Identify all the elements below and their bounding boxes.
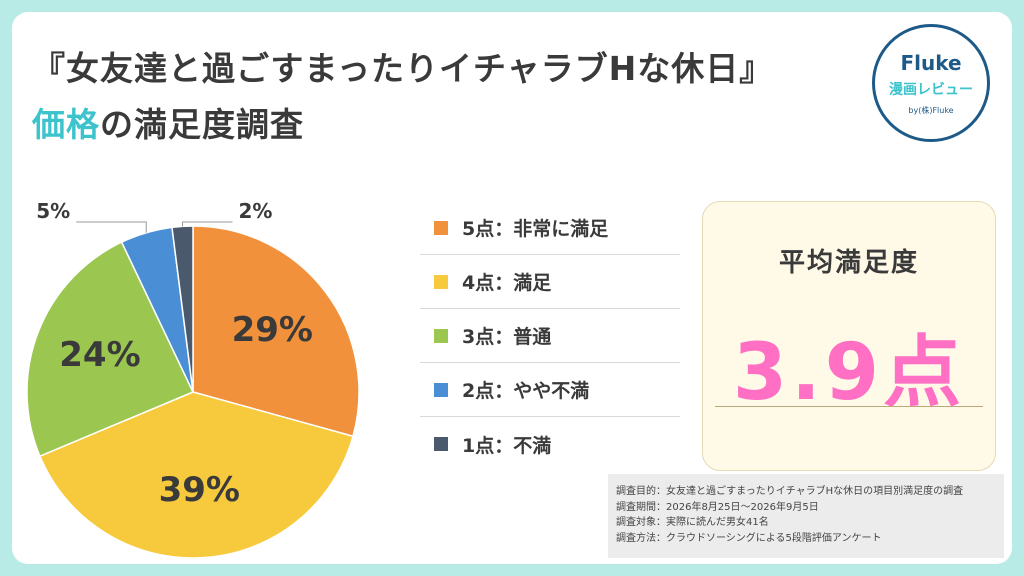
legend-swatch xyxy=(434,328,448,343)
slice-label: 39% xyxy=(159,470,240,510)
note-line: 調査目的：女友達と過ごすまったりイチャラブHな休日の項目別満足度の調査 xyxy=(616,486,964,497)
note-line: 調査方法：クラウドソーシングによる5段階評価アンケート xyxy=(616,532,882,544)
legend-swatch xyxy=(434,274,448,289)
legend-label: 4点：満足 xyxy=(462,272,552,294)
pie-slice xyxy=(192,225,360,438)
pie-slice xyxy=(38,391,354,559)
legend-swatch xyxy=(434,382,448,397)
logo-brand: Fluke xyxy=(900,51,962,75)
subtitle-rest: の満足度調査 xyxy=(100,105,304,144)
logo-by: by(株)Fluke xyxy=(908,106,954,115)
slice-label: 24% xyxy=(59,335,140,375)
fluke-logo: Fluke 漫画レビュー by(株)Fluke xyxy=(872,24,990,142)
legend-label: 1点：不満 xyxy=(462,434,552,457)
logo-sub: 漫画レビュー xyxy=(889,82,973,98)
legend-item: 1点：不満 xyxy=(420,417,680,471)
legend-swatch xyxy=(434,437,448,451)
note-line: 調査対象：実際に読んだ男女41名 xyxy=(616,517,769,528)
pie-slice xyxy=(26,241,195,458)
slice-label: 2% xyxy=(238,199,272,223)
legend-swatch xyxy=(434,220,448,235)
pie-slice xyxy=(171,225,194,393)
pie-chart: 29% 39% 24% 5% 2% xyxy=(26,199,360,559)
page-subtitle: 価格の満足度調査 xyxy=(32,98,304,146)
leader-line xyxy=(181,221,233,227)
slice-label: 29% xyxy=(232,310,313,350)
average-value: 3.9点 xyxy=(732,328,966,418)
page-title: 『女友達と過ごすまったりイチャラブHな休日』 xyxy=(32,49,774,88)
slice-label: 5% xyxy=(36,199,70,223)
legend-item: 2点：やや不満 xyxy=(420,363,680,417)
legend-label: 5点：非常に満足 xyxy=(462,218,609,240)
average-underline xyxy=(715,406,983,407)
card: 『女友達と過ごすまったりイチャラブHな休日』 価格の満足度調査 Fluke 漫画… xyxy=(12,12,1012,564)
average-box: 平均満足度 3.9点 xyxy=(702,201,996,471)
legend-label: 3点：普通 xyxy=(462,326,552,348)
note-line: 調査期間：2026年8月25日～2026年9月5日 xyxy=(616,501,819,513)
legend-label: 2点：やや不満 xyxy=(462,380,590,402)
legend: 5点：非常に満足 4点：満足 3点：普通 2点：やや不満 1点：不満 xyxy=(420,201,680,471)
average-label: 平均満足度 xyxy=(778,248,919,278)
subtitle-accent: 価格 xyxy=(32,105,100,144)
legend-item: 4点：満足 xyxy=(420,255,680,309)
leader-line xyxy=(76,221,147,233)
legend-item: 3点：普通 xyxy=(420,309,680,363)
legend-item: 5点：非常に満足 xyxy=(420,201,680,255)
survey-notes: 調査目的：女友達と過ごすまったりイチャラブHな休日の項目別満足度の調査 調査期間… xyxy=(608,474,1004,558)
